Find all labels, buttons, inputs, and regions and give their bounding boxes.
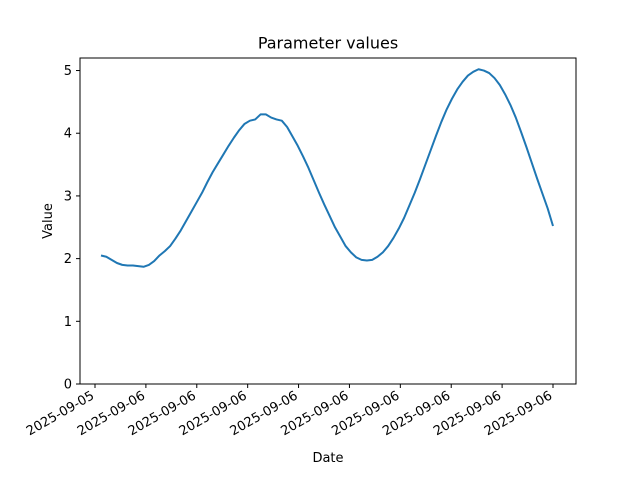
y-tick-label: 0 bbox=[64, 378, 72, 393]
chart-title: Parameter values bbox=[258, 34, 398, 53]
y-axis-title: Value bbox=[41, 203, 56, 239]
y-tick-label: 3 bbox=[64, 189, 72, 204]
plot-frame bbox=[79, 57, 577, 385]
y-tick-label: 1 bbox=[64, 315, 72, 330]
y-tick-label: 5 bbox=[64, 64, 72, 79]
y-tick-label: 4 bbox=[64, 127, 72, 142]
y-tick-label: 2 bbox=[64, 252, 72, 267]
x-axis-title: Date bbox=[312, 451, 343, 466]
series-line bbox=[100, 68, 554, 268]
